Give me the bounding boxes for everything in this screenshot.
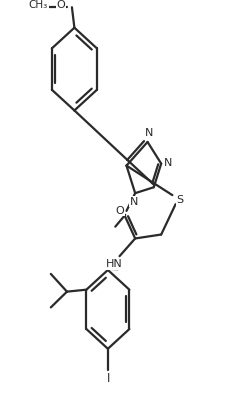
Text: N: N — [145, 128, 153, 138]
Text: S: S — [176, 195, 183, 205]
Text: N: N — [130, 197, 138, 207]
Text: O: O — [115, 206, 124, 216]
Text: HN: HN — [106, 259, 123, 269]
Text: I: I — [107, 372, 110, 385]
Text: N: N — [164, 158, 172, 168]
Text: CH₃: CH₃ — [29, 0, 48, 10]
Text: O: O — [56, 0, 65, 10]
